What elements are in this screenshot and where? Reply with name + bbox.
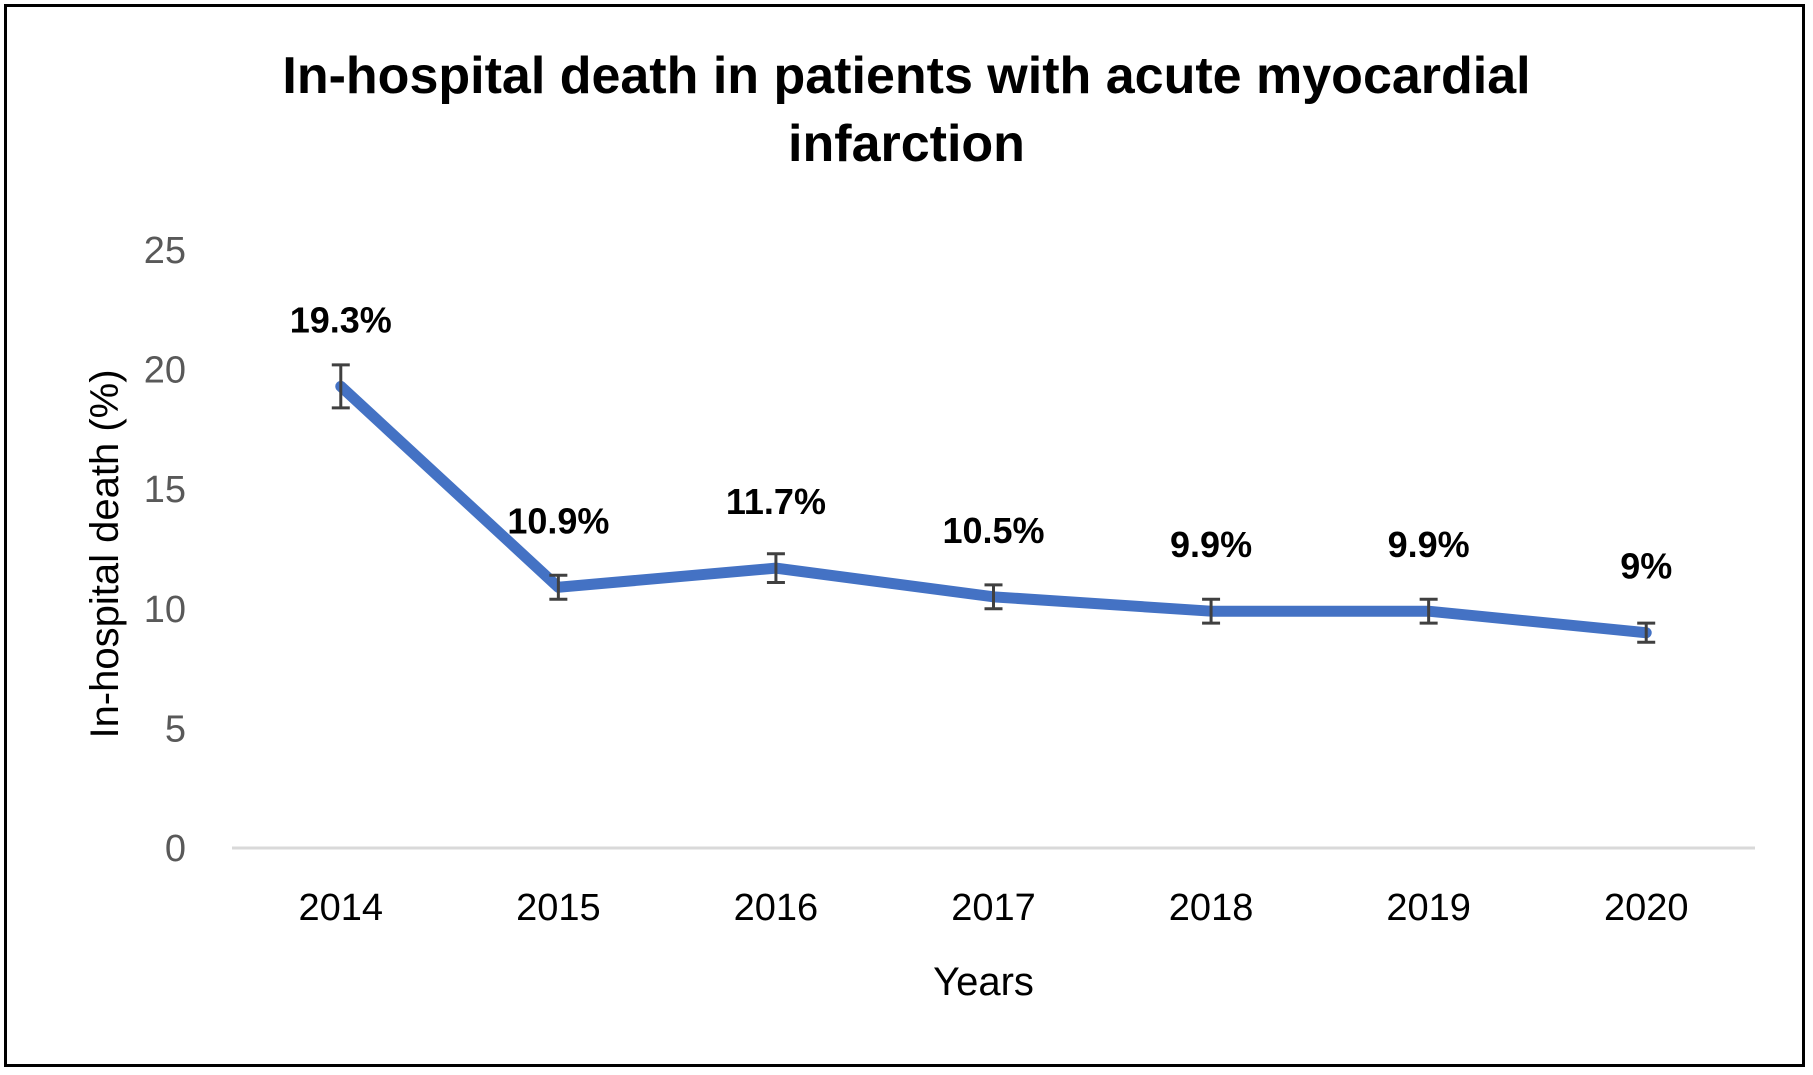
data-label: 10.5%: [942, 510, 1044, 551]
error-bars: [331, 363, 1656, 644]
error-bar: [331, 363, 350, 410]
error-bar: [1419, 597, 1438, 625]
x-axis-ticks: 2014 2015 2016 2017 2018 2019 2020: [299, 887, 1689, 929]
y-axis-ticks: 0 5 10 15 20 25: [144, 230, 186, 870]
y-tick-label: 0: [165, 828, 186, 870]
error-bar: [1637, 621, 1656, 644]
error-bar: [766, 552, 785, 584]
y-tick-label: 20: [144, 350, 186, 392]
x-tick-label: 2020: [1604, 887, 1689, 929]
data-label: 9%: [1620, 546, 1672, 587]
x-tick-label: 2016: [734, 887, 819, 929]
x-tick-label: 2015: [516, 887, 601, 929]
error-bar: [1202, 597, 1221, 625]
chart-title: In-hospital death in patients with acute…: [282, 47, 1531, 173]
x-axis-title: Years: [933, 960, 1034, 1004]
x-tick-label: 2017: [951, 887, 1036, 929]
x-tick-label: 2019: [1386, 887, 1471, 929]
chart-frame: [4, 4, 1805, 1067]
x-tick-label: 2018: [1169, 887, 1254, 929]
data-labels: 19.3% 10.9% 11.7% 10.5% 9.9% 9.9% 9%: [290, 299, 1672, 586]
error-bar: [549, 573, 568, 601]
data-label: 10.9%: [507, 500, 609, 541]
data-label: 9.9%: [1170, 524, 1252, 565]
y-tick-label: 10: [144, 589, 186, 631]
y-tick-label: 15: [144, 469, 186, 511]
y-tick-label: 5: [165, 708, 186, 750]
data-label: 11.7%: [726, 481, 826, 522]
y-tick-label: 25: [144, 230, 186, 272]
error-bar: [984, 583, 1003, 611]
data-label: 19.3%: [290, 299, 392, 340]
x-tick-label: 2014: [299, 887, 384, 929]
data-label: 9.9%: [1388, 524, 1470, 565]
y-axis-title: In-hospital death (%): [83, 369, 127, 738]
